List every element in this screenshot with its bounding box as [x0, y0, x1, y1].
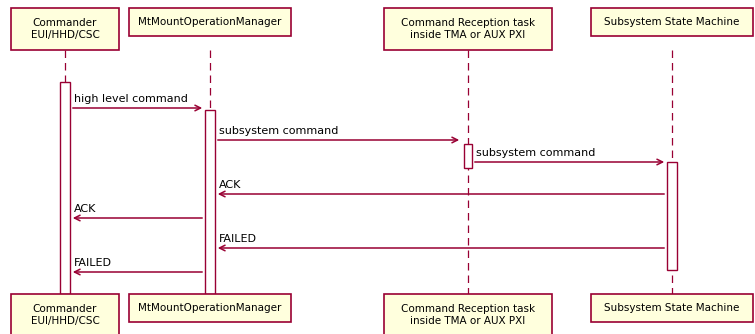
Text: MtMountOperationManager: MtMountOperationManager	[138, 303, 282, 313]
Bar	[60, 82, 70, 294]
Bar	[129, 294, 291, 322]
Text: Commander
EUI/HHD/CSC: Commander EUI/HHD/CSC	[30, 304, 100, 326]
Text: Commander
EUI/HHD/CSC: Commander EUI/HHD/CSC	[30, 18, 100, 40]
Bar	[464, 144, 472, 168]
Text: Command Reception task
inside TMA or AUX PXI: Command Reception task inside TMA or AUX…	[401, 18, 535, 40]
Text: FAILED: FAILED	[219, 234, 257, 244]
Text: FAILED: FAILED	[74, 258, 112, 268]
Text: subsystem command: subsystem command	[219, 126, 338, 136]
Text: Subsystem State Machine: Subsystem State Machine	[604, 17, 740, 27]
Bar	[591, 8, 753, 36]
Bar	[11, 294, 119, 334]
Bar	[384, 8, 552, 50]
Bar	[384, 294, 552, 334]
Text: ACK: ACK	[74, 204, 97, 214]
Text: ACK: ACK	[219, 180, 242, 190]
Bar	[667, 162, 677, 270]
Bar	[11, 8, 119, 50]
Text: high level command: high level command	[74, 94, 188, 104]
Bar	[591, 294, 753, 322]
Text: subsystem command: subsystem command	[476, 148, 596, 158]
Text: Subsystem State Machine: Subsystem State Machine	[604, 303, 740, 313]
Text: MtMountOperationManager: MtMountOperationManager	[138, 17, 282, 27]
Bar	[129, 8, 291, 36]
Bar	[205, 110, 215, 294]
Text: Command Reception task
inside TMA or AUX PXI: Command Reception task inside TMA or AUX…	[401, 304, 535, 326]
